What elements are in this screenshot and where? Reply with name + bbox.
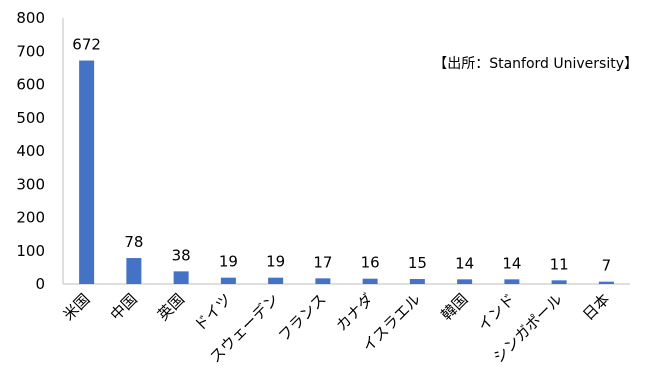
- data-label: 17: [313, 253, 332, 271]
- data-label: 11: [550, 255, 569, 273]
- data-label: 7: [602, 257, 612, 275]
- data-label: 38: [172, 246, 191, 264]
- category-label: ドイツ: [191, 290, 236, 335]
- category-label: 米国: [60, 290, 94, 324]
- category-label: 英国: [154, 290, 188, 324]
- category-label: カナダ: [332, 290, 377, 335]
- data-label: 15: [408, 254, 427, 272]
- y-tick-label: 700: [16, 42, 45, 60]
- bar: [315, 278, 331, 284]
- data-label: 19: [219, 253, 238, 271]
- bar: [551, 280, 567, 284]
- source-annotation: 【出所：Stanford University】: [433, 56, 638, 72]
- y-tick-label: 600: [16, 76, 45, 94]
- category-label: フランス: [275, 290, 330, 345]
- bar: [409, 279, 425, 284]
- y-tick-label: 0: [35, 275, 45, 293]
- y-axis-ticks: 0 100 200 300 400 500 600 700 800: [16, 9, 45, 293]
- y-tick-label: 800: [16, 9, 45, 27]
- data-labels: 672 78 38 19 19 17 16 15 14 14 11 7: [72, 36, 611, 275]
- data-label: 16: [361, 254, 380, 272]
- y-tick-label: 200: [16, 209, 45, 227]
- data-label: 14: [455, 254, 474, 272]
- bar: [220, 277, 236, 284]
- bars: [79, 60, 614, 285]
- category-label: 中国: [107, 290, 141, 324]
- data-label: 672: [72, 36, 101, 54]
- bar: [268, 277, 284, 284]
- bar: [362, 278, 378, 284]
- bar: [173, 271, 189, 284]
- category-label: 韓国: [438, 290, 472, 324]
- y-tick-label: 400: [16, 142, 45, 160]
- category-label: インド: [474, 290, 519, 335]
- y-tick-label: 500: [16, 109, 45, 127]
- bar: [598, 281, 614, 284]
- bar: [79, 60, 95, 285]
- bar: [126, 258, 142, 284]
- y-tick-label: 100: [16, 242, 45, 260]
- bar: [504, 279, 520, 284]
- data-label: 14: [502, 254, 521, 272]
- category-label: 日本: [579, 290, 613, 324]
- y-tick-label: 300: [16, 175, 45, 193]
- data-label: 19: [266, 253, 285, 271]
- bar: [457, 279, 473, 284]
- data-label: 78: [124, 233, 143, 251]
